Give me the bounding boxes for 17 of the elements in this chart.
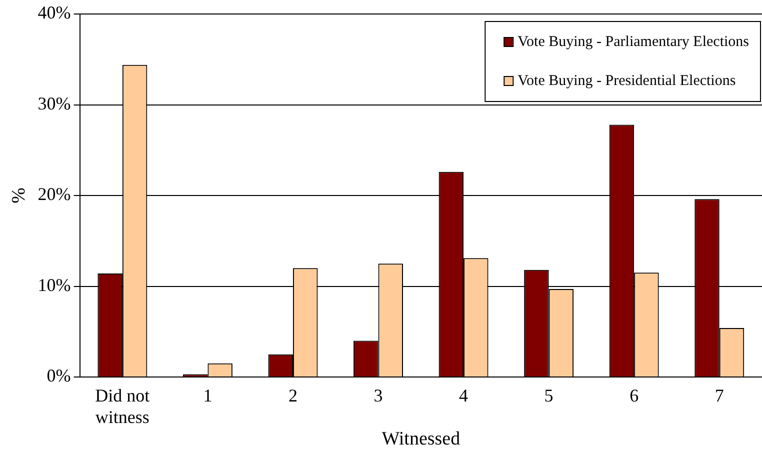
x-tick-label: 1: [203, 386, 212, 406]
y-tick-label: 30%: [38, 93, 71, 114]
x-tick-label: 4: [459, 386, 468, 406]
x-axis-title: Witnessed: [382, 428, 461, 450]
x-tick-label: 5: [544, 386, 554, 406]
y-tick-label: 20%: [38, 184, 71, 204]
x-tick-label: 7: [714, 386, 724, 406]
y-tick-label: 0%: [46, 366, 71, 386]
x-tick-label: 3: [374, 386, 383, 406]
legend-label: Vote Buying - Parliamentary Elections: [518, 34, 750, 50]
x-tick-label: 2: [288, 386, 298, 406]
x-tick-label: Did not witness: [95, 386, 150, 428]
y-tick-label: 10%: [38, 274, 71, 295]
x-tick-label: 6: [630, 386, 639, 406]
legend-label: Vote Buying - Presidential Elections: [518, 72, 736, 89]
y-tick-label: 40%: [38, 2, 71, 23]
y-axis-title: %: [8, 187, 30, 204]
